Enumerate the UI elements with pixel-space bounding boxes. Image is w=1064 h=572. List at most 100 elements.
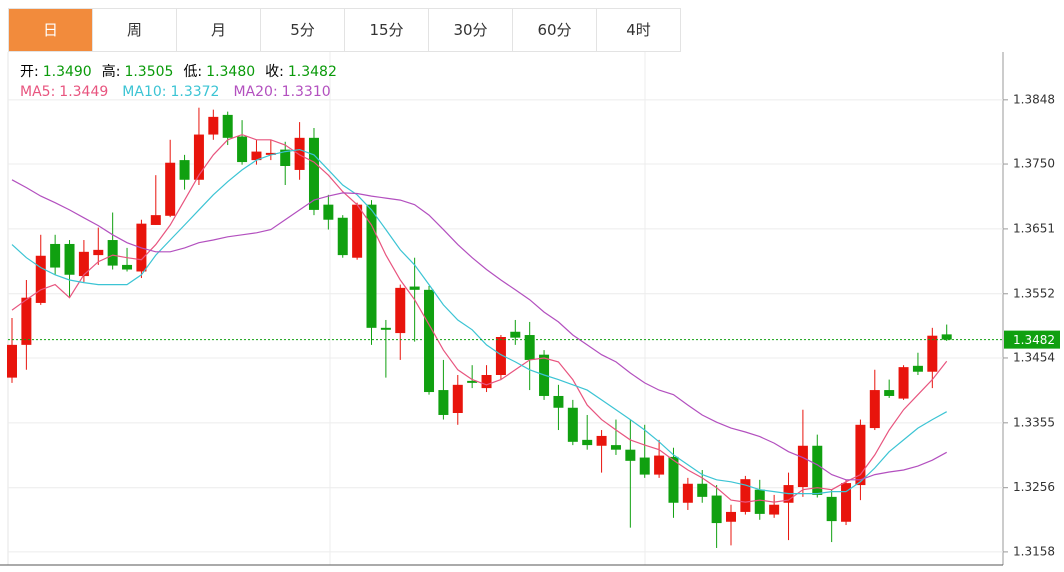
period-tab[interactable]: 周: [93, 9, 177, 51]
candle-body: [409, 286, 420, 290]
y-tick-label: 1.3848: [1013, 92, 1055, 106]
candle-body: [639, 457, 650, 475]
period-tabs: 日周月 5分 15分 30分 60分 4时: [8, 8, 681, 52]
candle-body: [280, 149, 291, 166]
ma-line: [11, 133, 948, 503]
candle-body: [596, 435, 607, 446]
candle-body: [395, 287, 406, 334]
legend-value: 1.3449: [59, 84, 109, 100]
candle-body: [438, 390, 449, 415]
legend-value: 1.3372: [170, 84, 220, 100]
candle-body: [711, 495, 722, 524]
candle-body: [107, 240, 118, 266]
candle-body: [726, 511, 736, 522]
candle-body: [524, 335, 535, 360]
info-value: 1.3480: [206, 64, 256, 80]
legend-name: MA20:: [233, 84, 278, 100]
candle-body: [654, 455, 665, 475]
candle-body: [510, 331, 521, 338]
period-tab[interactable]: 15分: [345, 9, 429, 51]
period-tab[interactable]: 5分: [261, 9, 345, 51]
last-price-box: [1004, 330, 1060, 349]
candle-body: [179, 160, 190, 180]
candle-body: [50, 243, 61, 268]
period-tab[interactable]: 月: [177, 9, 261, 51]
candle-body: [553, 395, 564, 408]
candle-body: [481, 375, 492, 389]
candle-body: [869, 390, 880, 429]
info-label: 高:: [101, 64, 121, 80]
candle-body: [797, 445, 808, 488]
legend-name: MA10:: [122, 84, 167, 100]
candle-body: [165, 162, 176, 216]
candle-body: [308, 137, 319, 210]
candle-body: [625, 449, 636, 461]
candle-body: [927, 335, 938, 372]
candle-body: [35, 255, 46, 303]
candle-body: [380, 327, 391, 330]
candle-body: [366, 204, 377, 328]
info-label: 收:: [265, 64, 284, 80]
candle-body: [294, 137, 305, 170]
ma-line: [11, 148, 947, 495]
candle-body: [78, 251, 89, 277]
period-tab[interactable]: 30分: [429, 9, 513, 51]
candle-body: [941, 334, 952, 340]
candle-body: [912, 365, 923, 372]
info-value: 1.3505: [124, 64, 174, 80]
candle-body: [93, 249, 104, 256]
candle-body: [812, 445, 823, 495]
candle-body: [251, 151, 262, 161]
candle-body: [208, 116, 219, 135]
y-tick-label: 1.3552: [1013, 286, 1055, 300]
candle-body: [495, 337, 506, 375]
candle-body: [222, 114, 233, 138]
y-tick-label: 1.3355: [1013, 415, 1055, 429]
y-tick-label: 1.3256: [1013, 480, 1055, 494]
candle-body: [323, 204, 334, 220]
legend-name: MA5:: [20, 84, 56, 100]
candle-body: [841, 483, 852, 522]
last-price-label: 1.3482: [1013, 333, 1055, 347]
candle-body: [567, 407, 578, 442]
candle-body: [769, 504, 780, 515]
candle-body: [467, 380, 478, 383]
period-tab[interactable]: 60分: [513, 9, 597, 51]
candle-body: [424, 289, 435, 393]
ma-legend: MA5: 1.3449 MA10: 1.3372 MA20: 1.3310: [20, 82, 347, 102]
ohlc-row: 开: 1.3490 高: 1.3505 低: 1.3480 收: 1.3482: [20, 62, 347, 82]
candle-body: [193, 134, 204, 180]
candle-body: [265, 152, 276, 155]
candle-body: [668, 456, 679, 503]
candle-body: [826, 496, 837, 522]
candle-body: [754, 489, 765, 514]
candle-body: [122, 264, 133, 270]
candle-body: [64, 243, 75, 275]
info-label: 开:: [20, 64, 39, 80]
candle-body: [7, 344, 17, 378]
candle-body: [21, 297, 32, 345]
info-value: 1.3490: [42, 64, 92, 80]
info-value: 1.3482: [287, 64, 337, 80]
candle-body: [697, 483, 708, 497]
candle-body: [452, 384, 463, 413]
y-tick-label: 1.3454: [1013, 350, 1055, 364]
info-label: 低:: [183, 64, 203, 80]
y-tick-label: 1.3651: [1013, 221, 1055, 235]
candle-body: [855, 424, 866, 486]
y-tick-label: 1.3750: [1013, 157, 1055, 171]
candle-body: [582, 439, 593, 446]
candle-body: [610, 445, 621, 450]
y-tick-label: 1.3158: [1013, 544, 1055, 558]
candle-body: [337, 217, 348, 256]
legend-value: 1.3310: [281, 84, 331, 100]
period-tab[interactable]: 4时: [597, 9, 681, 51]
candle-body: [682, 483, 693, 503]
period-tab[interactable]: 日: [9, 9, 93, 51]
candle-body: [884, 390, 895, 396]
candle-body: [740, 479, 751, 512]
info-panel: 开: 1.3490 高: 1.3505 低: 1.3480 收: 1.3482 MA5: 1.3…: [20, 62, 347, 102]
candle-body: [237, 136, 248, 163]
